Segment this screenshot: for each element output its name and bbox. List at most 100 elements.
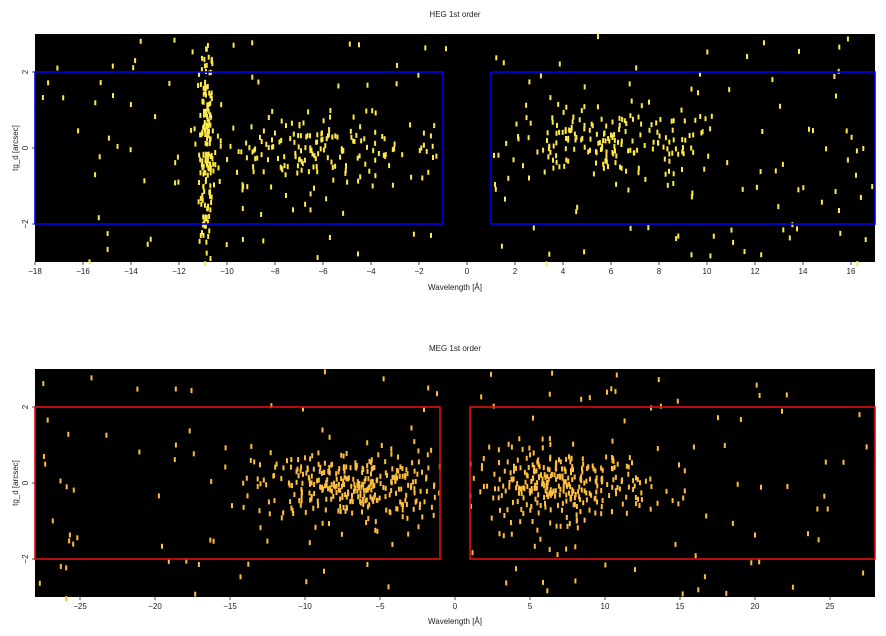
heg-event [309, 191, 312, 197]
heg-event [573, 146, 576, 152]
heg-event [615, 153, 618, 159]
heg-event [262, 238, 265, 244]
heg-event [558, 164, 561, 170]
meg-event [571, 464, 574, 470]
heg-event [690, 145, 693, 151]
heg-event [198, 180, 200, 185]
heg-event [617, 139, 619, 145]
meg-event [308, 540, 311, 546]
meg-event [316, 498, 319, 504]
heg-event [671, 150, 674, 156]
heg-event [240, 149, 243, 155]
meg-event [791, 584, 794, 590]
heg-event [555, 140, 558, 146]
meg-event [393, 474, 396, 480]
meg-event [174, 442, 177, 448]
meg-event [404, 473, 407, 478]
meg-event [611, 466, 614, 472]
meg-event [486, 483, 489, 489]
heg-event [597, 34, 599, 40]
heg-event [532, 225, 535, 231]
heg-event [620, 138, 623, 144]
meg-event [470, 503, 472, 509]
meg-event [318, 468, 321, 474]
meg-event [539, 536, 542, 542]
meg-event [523, 486, 526, 492]
meg-event [561, 500, 564, 506]
meg-event [401, 473, 404, 479]
heg-event [706, 49, 709, 55]
heg-event [211, 128, 214, 134]
heg-event [552, 165, 555, 171]
heg-event [759, 169, 762, 175]
heg-event [260, 152, 263, 158]
meg-event [583, 488, 586, 494]
heg-event [583, 144, 586, 150]
meg-event [824, 459, 827, 465]
meg-event [378, 495, 381, 501]
meg-event [416, 471, 419, 477]
meg-event [397, 454, 399, 460]
meg-event [557, 502, 559, 508]
heg-event [697, 90, 699, 96]
meg-event [296, 466, 299, 472]
heg-event [692, 132, 695, 138]
heg-event [203, 108, 205, 114]
meg-event [334, 484, 337, 490]
meg-event [490, 515, 493, 521]
heg-event [332, 177, 335, 183]
heg-event [381, 134, 384, 139]
heg-event [700, 130, 703, 136]
heg-event [204, 127, 206, 133]
meg-event [391, 541, 394, 547]
heg-event [201, 98, 204, 104]
meg-event [506, 507, 509, 513]
meg-event [273, 498, 276, 504]
heg-event [280, 137, 283, 143]
meg-event [310, 496, 313, 502]
meg-event [588, 395, 591, 401]
meg-event [332, 494, 335, 499]
heg-event [755, 184, 758, 190]
heg-event [280, 118, 283, 124]
heg-event [572, 114, 575, 120]
meg-event [614, 474, 617, 480]
heg-event [435, 153, 438, 159]
heg-event [677, 151, 680, 157]
meg-event [754, 532, 756, 538]
heg-event [251, 40, 254, 46]
meg-event [357, 494, 360, 500]
heg-event [615, 181, 618, 187]
meg-event [385, 507, 388, 513]
meg-event [362, 487, 365, 493]
meg-event [578, 494, 581, 500]
meg-event [353, 481, 356, 487]
meg-event [382, 485, 385, 490]
meg-event [341, 483, 343, 489]
heg-event [699, 114, 702, 119]
heg-event [627, 148, 630, 154]
heg-event [726, 160, 729, 166]
heg-event [555, 159, 558, 165]
meg-event [578, 484, 581, 490]
heg-event [629, 147, 632, 153]
meg-event [535, 468, 538, 474]
heg-event [206, 141, 209, 147]
heg-event [730, 227, 733, 233]
meg-event [526, 473, 529, 479]
heg-event [146, 241, 149, 247]
heg-event [591, 123, 594, 129]
heg-event [690, 86, 693, 92]
meg-event [282, 510, 285, 516]
heg-event [77, 128, 80, 134]
meg-event [361, 465, 364, 471]
meg-event [614, 388, 617, 394]
meg-event [678, 462, 680, 468]
heg-event [598, 140, 601, 145]
meg-event [325, 496, 328, 502]
meg-event [335, 483, 338, 489]
heg-event [207, 151, 210, 157]
heg-event [761, 129, 764, 134]
heg-event [251, 149, 254, 155]
meg-event [760, 484, 762, 490]
